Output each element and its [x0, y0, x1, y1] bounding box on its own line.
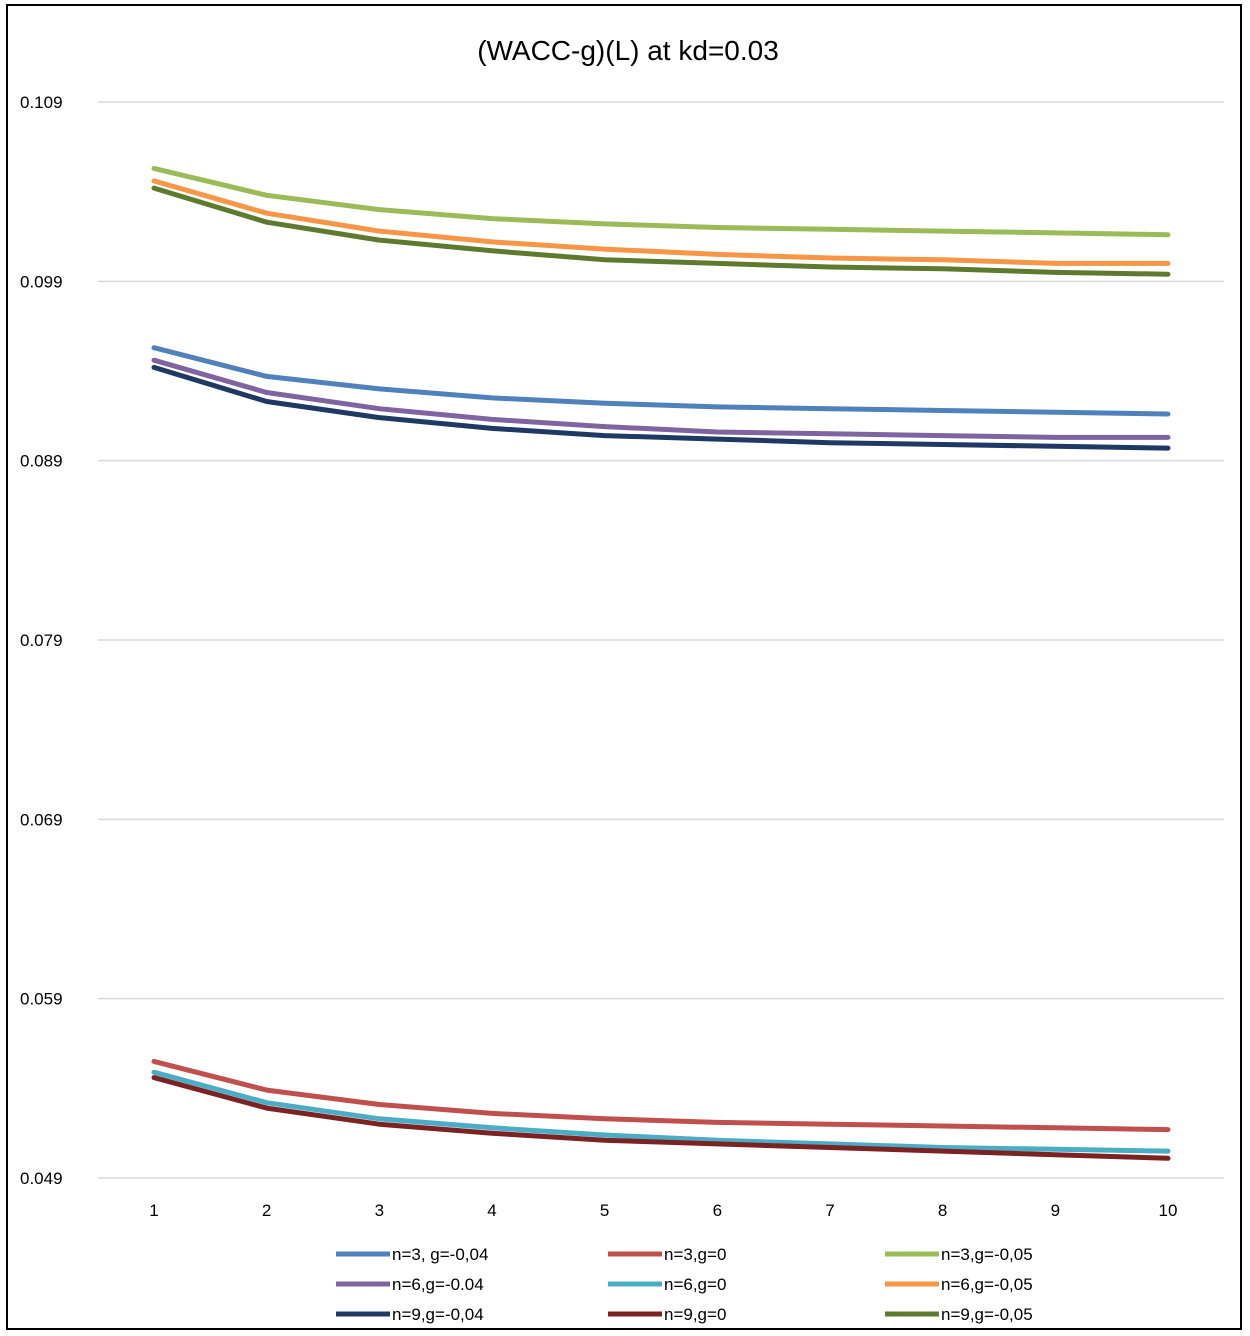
y-tick-label: 0.089 [20, 452, 63, 471]
legend-label: n=6,g=-0.04 [392, 1275, 484, 1294]
y-tick-label: 0.049 [20, 1169, 63, 1188]
legend-label: n=3, g=-0,04 [392, 1245, 488, 1264]
series-line-3 [151, 165, 1171, 238]
series-line-5 [151, 1069, 1171, 1154]
x-tick-label: 9 [1051, 1201, 1060, 1220]
legend-label: n=3,g=-0,05 [941, 1245, 1033, 1264]
chart-title: (WACC-g)(L) at kd=0.03 [477, 35, 779, 66]
series-line-8 [151, 1075, 1171, 1161]
x-tick-label: 8 [938, 1201, 947, 1220]
series-line-4 [151, 357, 1171, 440]
x-axis-ticks: 1 2 3 4 5 6 7 8 9 10 [149, 1201, 1177, 1220]
legend-label: n=6,g=-0,05 [941, 1275, 1033, 1294]
series-line-7 [151, 364, 1171, 451]
legend-label: n=3,g=0 [664, 1245, 726, 1264]
y-tick-label: 0.069 [20, 810, 63, 829]
x-tick-label: 5 [600, 1201, 609, 1220]
x-tick-label: 6 [713, 1201, 722, 1220]
y-axis-ticks: 0.049 0.059 0.069 0.079 0.089 0.099 0.109 [20, 93, 63, 1188]
y-tick-label: 0.079 [20, 631, 63, 650]
legend: n=3, g=-0,04 n=3,g=0 n=3,g=-0,05 n=6,g=-0.0… [336, 1245, 1033, 1324]
legend-label: n=9,g=-0,05 [941, 1305, 1033, 1324]
x-tick-label: 4 [487, 1201, 496, 1220]
x-tick-label: 2 [262, 1201, 271, 1220]
series-line-9 [151, 185, 1171, 277]
y-tick-label: 0.059 [20, 990, 63, 1009]
series-line-2 [151, 1058, 1171, 1133]
series-line-1 [151, 345, 1171, 417]
legend-label: n=9,g=-0,04 [392, 1305, 484, 1324]
x-tick-label: 10 [1159, 1201, 1178, 1220]
series-lines [151, 165, 1171, 1161]
series-line-6 [151, 178, 1171, 266]
legend-label: n=6,g=0 [664, 1275, 726, 1294]
x-tick-label: 7 [825, 1201, 834, 1220]
y-tick-label: 0.099 [20, 272, 63, 291]
x-tick-label: 1 [149, 1201, 158, 1220]
gridlines [98, 101, 1224, 1000]
x-tick-label: 3 [375, 1201, 384, 1220]
y-tick-label: 0.109 [20, 93, 63, 112]
legend-label: n=9,g=0 [664, 1305, 726, 1324]
